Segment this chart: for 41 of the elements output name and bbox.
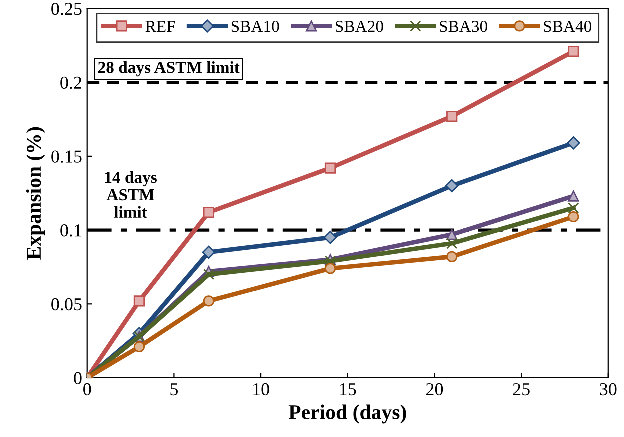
legend-label: SBA10 [232,20,280,32]
x-tick-label: 10 [254,383,270,396]
legend-label: SBA20 [336,20,384,32]
point [567,136,580,150]
point [134,341,146,353]
y-tick-label: 0.15 [52,150,82,163]
point [446,111,458,122]
point [324,231,338,244]
x-tick-label: 0 [84,383,92,396]
x-axis-title: Period (days) [288,404,406,424]
point [202,246,216,260]
point [203,269,214,280]
y-axis-title: Expansion (%) [26,127,46,260]
point [568,190,580,202]
point [568,202,580,214]
point [446,238,458,250]
x-tick-label: 5 [170,384,178,396]
point [568,211,580,223]
point [203,296,214,307]
y-tick-label: 0.05 [52,298,82,311]
legend-label: REF [146,21,176,32]
point [568,46,580,58]
x-tick-label: 25 [513,383,530,396]
point [324,263,336,274]
y-tick-label: 0.25 [52,2,82,16]
x-tick-label: 20 [426,383,444,396]
y-tick-label: 0 [74,372,82,384]
point [446,229,458,240]
point [324,162,336,174]
ref-line-label: 14 days ASTM limit [105,171,157,218]
legend-label: SBA30 [440,20,488,32]
legend-label: SBA40 [544,20,592,32]
point [134,296,146,307]
point [203,207,214,218]
x-tick-label: 30 [600,383,617,396]
point [446,251,458,262]
point [446,179,459,193]
x-tick-label: 15 [340,383,356,396]
y-tick-label: 0.1 [60,224,82,237]
y-tick-label: 0.2 [60,76,82,90]
ref-line-label: 28 days ASTM limit [98,62,240,77]
